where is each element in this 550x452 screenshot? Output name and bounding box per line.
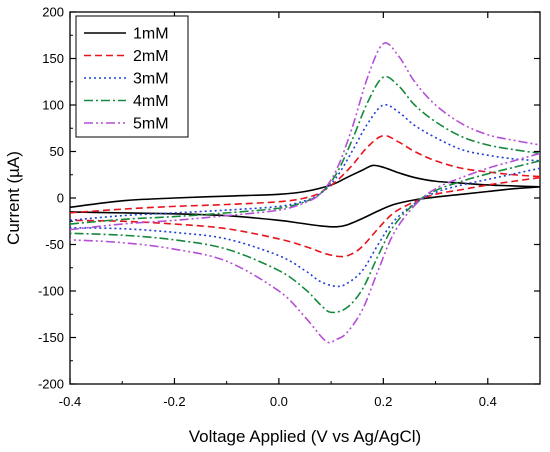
x-tick-label: -0.4 [59, 394, 81, 409]
legend-box [75, 15, 189, 138]
y-tick-label: 0 [57, 191, 64, 206]
y-axis-title: Current (µA) [4, 151, 23, 245]
y-tick-label: 100 [42, 98, 64, 113]
y-tick-label: -50 [45, 237, 64, 252]
legend-label-3mm: 3mM [133, 71, 169, 88]
series-line-3mm-forward [70, 103, 540, 222]
x-tick-label: -0.2 [163, 394, 185, 409]
legend: 1mM 2mM 3mM 4mM 5mM [75, 15, 189, 138]
series-line-1mm-reverse [70, 186, 540, 228]
y-tick-label: -200 [38, 377, 64, 392]
series-line-4mm-reverse [70, 160, 540, 314]
series-layer [70, 42, 540, 344]
y-tick-label: -150 [38, 330, 64, 345]
legend-label-1mm: 1mM [133, 26, 169, 43]
x-tick-label: 0.4 [479, 394, 497, 409]
series-line-2mm-reverse [70, 176, 540, 258]
y-tick-label: 150 [42, 51, 64, 66]
series-line-3mm-reverse [70, 167, 540, 288]
y-tick-label: 200 [42, 5, 64, 20]
series-line-5mm-forward [70, 42, 540, 231]
series-line-1mm-forward [70, 164, 540, 209]
legend-label-4mm: 4mM [133, 93, 169, 110]
x-tick-label: 0.0 [270, 394, 288, 409]
series-line-5mm-reverse [70, 152, 540, 344]
x-tick-label: 0.2 [374, 394, 392, 409]
ticks-layer: -0.4 -0.2 0.0 0.2 0.4 -200 -150 -100 -50 0 50 100 15… [38, 5, 540, 409]
legend-label-5mm: 5mM [133, 116, 169, 133]
legend-label-2mm: 2mM [133, 48, 169, 65]
y-tick-label: 50 [50, 144, 64, 159]
x-axis-title: Voltage Applied (V vs Ag/AgCl) [189, 427, 421, 446]
y-tick-label: -100 [38, 284, 64, 299]
